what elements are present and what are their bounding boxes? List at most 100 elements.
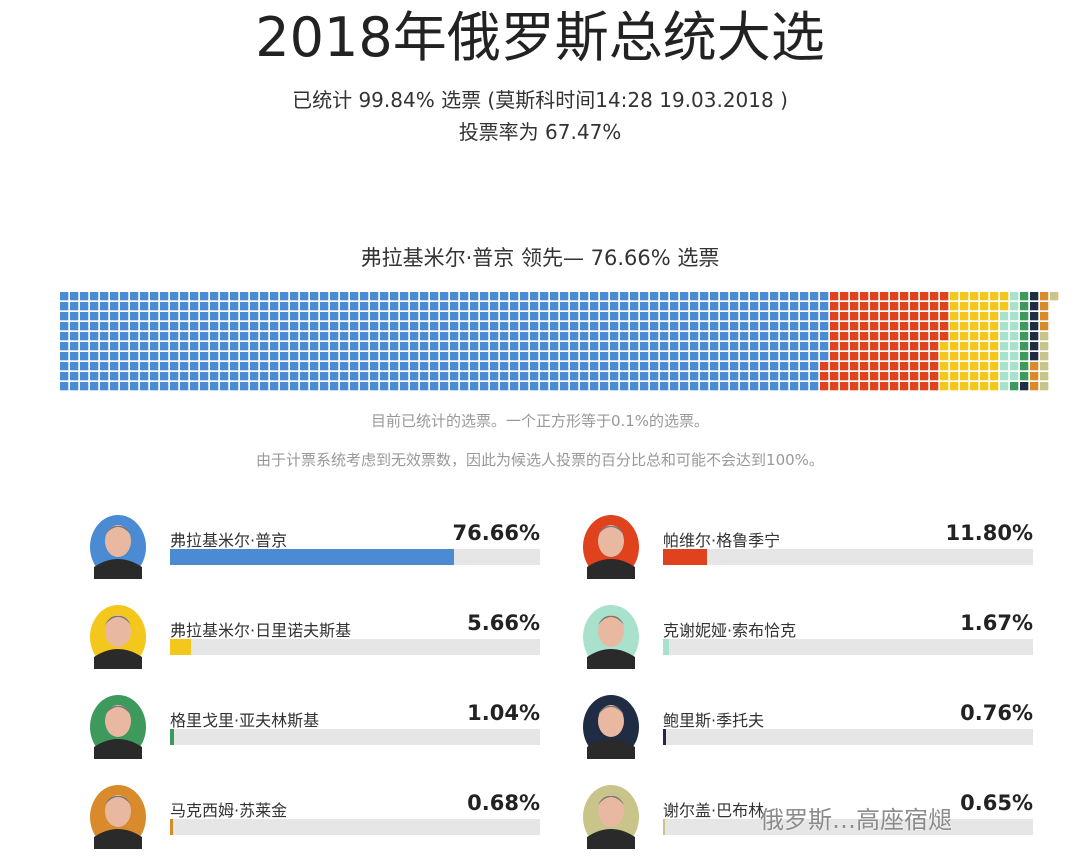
waffle-square-3	[1010, 332, 1019, 341]
waffle-square-6	[1030, 372, 1039, 381]
waffle-square-0	[550, 352, 559, 361]
candidate-photo	[90, 515, 146, 579]
waffle-square-0	[410, 322, 419, 331]
waffle-square-0	[550, 322, 559, 331]
waffle-square-0	[780, 382, 789, 391]
candidate-row: 弗拉基米尔·日里诺夫斯基 5.66%	[90, 605, 540, 685]
waffle-square-0	[560, 312, 569, 321]
waffle-square-5	[1030, 352, 1039, 361]
waffle-square-0	[750, 372, 759, 381]
waffle-square-1	[900, 342, 909, 351]
waffle-square-0	[620, 312, 629, 321]
waffle-square-0	[670, 302, 679, 311]
waffle-square-2	[990, 342, 999, 351]
waffle-square-0	[170, 292, 179, 301]
waffle-square-0	[130, 292, 139, 301]
waffle-square-1	[850, 302, 859, 311]
waffle-square-0	[790, 342, 799, 351]
waffle-square-0	[550, 362, 559, 371]
waffle-square-0	[760, 292, 769, 301]
waffle-square-0	[550, 312, 559, 321]
waffle-square-2	[990, 372, 999, 381]
waffle-square-0	[110, 292, 119, 301]
waffle-square-0	[640, 382, 649, 391]
waffle-square-0	[630, 382, 639, 391]
waffle-square-0	[600, 372, 609, 381]
waffle-square-0	[230, 352, 239, 361]
waffle-square-4	[1010, 382, 1019, 391]
waffle-square-0	[560, 362, 569, 371]
waffle-square-1	[910, 352, 919, 361]
waffle-square-0	[440, 302, 449, 311]
vote-bar-track	[170, 639, 540, 655]
waffle-square-0	[90, 342, 99, 351]
waffle-square-0	[790, 382, 799, 391]
waffle-square-0	[120, 332, 129, 341]
waffle-square-0	[680, 372, 689, 381]
waffle-square-0	[140, 352, 149, 361]
waffle-square-0	[740, 362, 749, 371]
candidate-photo	[583, 605, 639, 669]
waffle-square-2	[980, 302, 989, 311]
waffle-square-0	[530, 352, 539, 361]
waffle-square-6	[1040, 292, 1049, 301]
waffle-square-0	[340, 332, 349, 341]
waffle-square-0	[350, 332, 359, 341]
invalid-votes-note: 由于计票系统考虑到无效票数，因此为候选人投票的百分比总和可能不会达到100%。	[256, 451, 824, 469]
waffle-square-0	[740, 372, 749, 381]
waffle-square-0	[270, 372, 279, 381]
waffle-square-0	[520, 322, 529, 331]
waffle-square-1	[870, 342, 879, 351]
waffle-square-0	[150, 292, 159, 301]
waffle-square-1	[920, 302, 929, 311]
waffle-square-0	[260, 382, 269, 391]
waffle-square-0	[530, 302, 539, 311]
waffle-square-0	[540, 342, 549, 351]
waffle-square-0	[150, 332, 159, 341]
waffle-square-0	[210, 312, 219, 321]
waffle-square-0	[720, 382, 729, 391]
waffle-square-0	[270, 322, 279, 331]
waffle-square-1	[860, 362, 869, 371]
waffle-square-0	[710, 322, 719, 331]
waffle-square-1	[820, 372, 829, 381]
waffle-square-1	[880, 332, 889, 341]
waffle-square-0	[170, 322, 179, 331]
waffle-square-2	[980, 382, 989, 391]
waffle-square-0	[270, 302, 279, 311]
waffle-square-0	[650, 292, 659, 301]
waffle-square-0	[300, 312, 309, 321]
waffle-square-0	[300, 302, 309, 311]
waffle-square-4	[1020, 332, 1029, 341]
waffle-square-3	[1000, 382, 1009, 391]
waffle-square-0	[310, 292, 319, 301]
waffle-square-1	[840, 312, 849, 321]
waffle-square-2	[960, 362, 969, 371]
waffle-square-0	[680, 352, 689, 361]
waffle-square-0	[640, 302, 649, 311]
waffle-square-0	[360, 322, 369, 331]
candidate-photo	[583, 785, 639, 849]
waffle-square-0	[130, 312, 139, 321]
waffle-square-0	[570, 342, 579, 351]
waffle-square-0	[200, 372, 209, 381]
waffle-square-0	[640, 372, 649, 381]
waffle-square-0	[340, 342, 349, 351]
waffle-square-2	[990, 302, 999, 311]
waffle-square-1	[860, 322, 869, 331]
candidate-percent: 1.67%	[960, 611, 1033, 635]
waffle-square-0	[210, 332, 219, 341]
waffle-square-0	[430, 342, 439, 351]
waffle-square-0	[400, 372, 409, 381]
waffle-square-0	[390, 312, 399, 321]
waffle-square-0	[670, 322, 679, 331]
waffle-square-6	[1040, 302, 1049, 311]
vote-bar-fill	[170, 819, 173, 835]
waffle-square-1	[910, 302, 919, 311]
waffle-square-0	[440, 332, 449, 341]
waffle-square-0	[440, 342, 449, 351]
waffle-square-0	[400, 312, 409, 321]
vote-bar-fill	[170, 729, 174, 745]
waffle-square-1	[900, 332, 909, 341]
waffle-square-2	[950, 342, 959, 351]
